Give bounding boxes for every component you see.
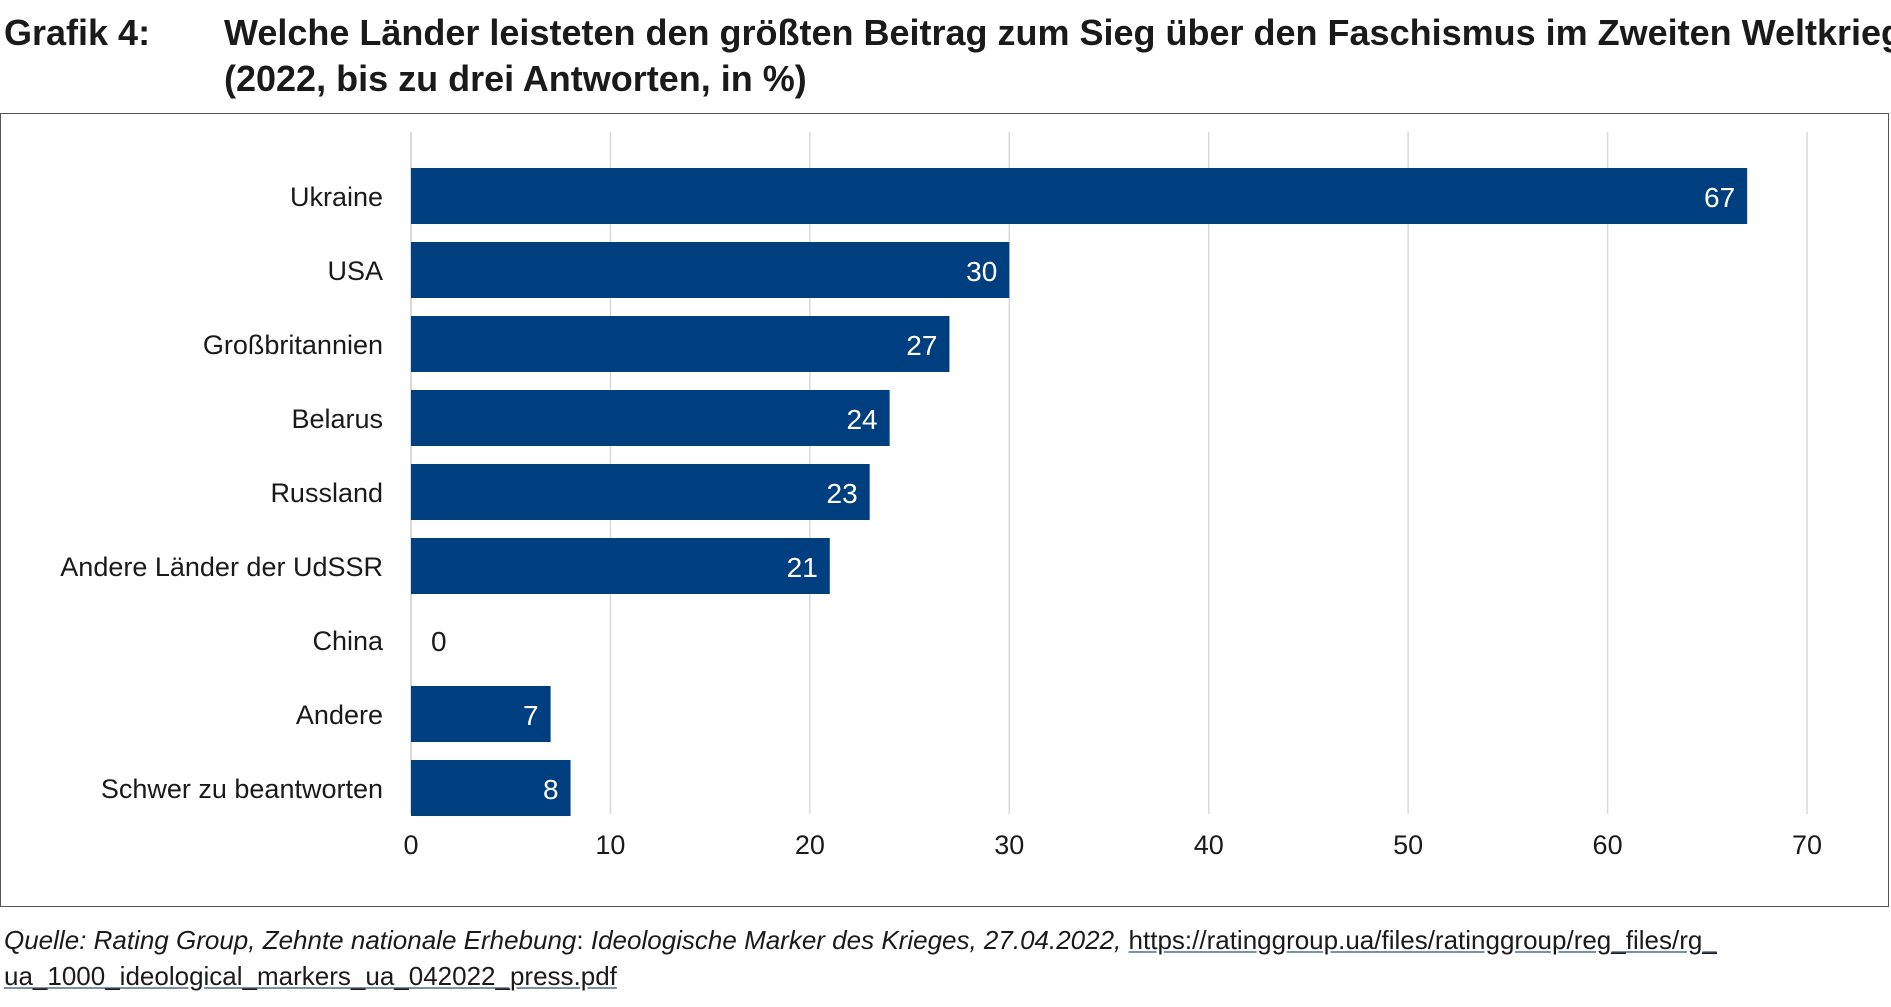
data-label: 23 xyxy=(827,478,858,509)
bar-6 xyxy=(411,538,830,594)
bar-2 xyxy=(411,242,1010,298)
source-link-part-2[interactable]: ua_1000_ideological_markers_ua_042022_pr… xyxy=(4,961,617,991)
figure-title-line-1: Welche Länder leisteten den größten Beit… xyxy=(224,12,1891,53)
data-label: 7 xyxy=(523,700,539,731)
data-label: 8 xyxy=(543,774,559,805)
category-label: Schwer zu beantworten xyxy=(101,774,383,804)
bars: 67 30 27 24 23 21 0 7 8 xyxy=(411,168,1748,816)
x-tick-label: 50 xyxy=(1393,830,1423,860)
bar-chart: 67 30 27 24 23 21 0 7 8 Ukraine USA Großbritannien… xyxy=(60,132,1822,860)
category-label: China xyxy=(312,626,384,656)
bar-8 xyxy=(411,686,551,742)
category-label: Andere xyxy=(296,700,383,730)
x-tick-label: 10 xyxy=(595,830,625,860)
data-label: 67 xyxy=(1704,182,1735,213)
x-tick-label: 20 xyxy=(795,830,825,860)
source-prefix: Quelle: Rating Group, Zehnte nationale E… xyxy=(4,925,577,955)
category-label: USA xyxy=(327,256,383,286)
category-label: Andere Länder der UdSSR xyxy=(60,552,383,582)
data-label: 0 xyxy=(431,626,447,657)
x-tick-label: 70 xyxy=(1792,830,1822,860)
x-tick-label: 30 xyxy=(994,830,1024,860)
data-label: 24 xyxy=(846,404,877,435)
bar-9 xyxy=(411,760,571,816)
x-axis-ticks: 0 10 20 30 40 50 60 70 xyxy=(403,830,1822,860)
category-label: Belarus xyxy=(291,404,383,434)
x-tick-label: 40 xyxy=(1194,830,1224,860)
bar-1 xyxy=(411,168,1748,224)
category-label: Ukraine xyxy=(290,182,383,212)
bar-5 xyxy=(411,464,870,520)
category-label: Großbritannien xyxy=(203,330,383,360)
chart-frame: 67 30 27 24 23 21 0 7 8 Ukraine USA Großbritannien… xyxy=(0,113,1889,907)
source-link-part-1[interactable]: https://ratinggroup.ua/files/ratinggroup… xyxy=(1128,925,1717,955)
source-rest: Ideologische Marker des Krieges, 27.04.2… xyxy=(583,925,1122,955)
category-labels: Ukraine USA Großbritannien Belarus Russland A… xyxy=(60,182,384,804)
data-label: 30 xyxy=(966,256,997,287)
x-tick-label: 60 xyxy=(1593,830,1623,860)
data-label: 21 xyxy=(787,552,818,583)
source-colon: : xyxy=(576,925,584,955)
figure-title-line-2: (2022, bis zu drei Antworten, in %) xyxy=(224,58,807,99)
bar-4 xyxy=(411,390,890,446)
category-label: Russland xyxy=(270,478,383,508)
figure-title: Welche Länder leisteten den größten Beit… xyxy=(224,10,1891,102)
source-note: Quelle: Rating Group, Zehnte nationale E… xyxy=(4,922,1888,994)
data-label: 27 xyxy=(906,330,937,361)
figure-label: Grafik 4: xyxy=(4,12,151,53)
x-tick-label: 0 xyxy=(403,830,418,860)
bar-3 xyxy=(411,316,950,372)
